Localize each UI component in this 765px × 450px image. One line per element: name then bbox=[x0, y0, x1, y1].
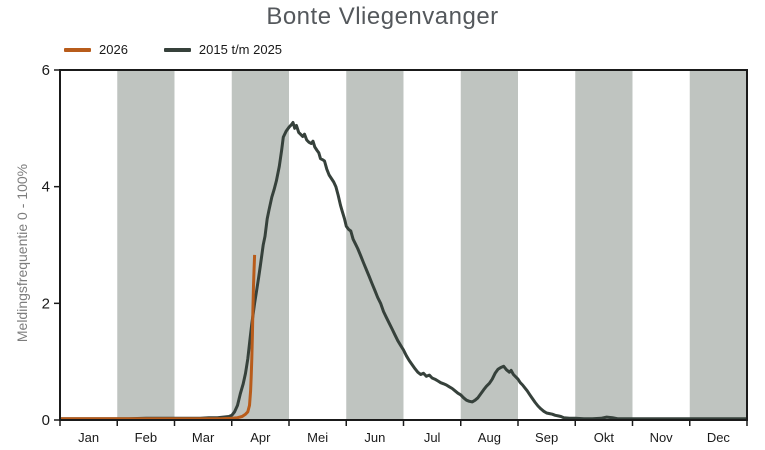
month-band-aug bbox=[460, 70, 518, 420]
y-axis-title: Meldingsfrequentie 0 - 100% bbox=[14, 163, 30, 343]
x-tick-label-aug: Aug bbox=[478, 430, 501, 445]
legend-label-historical: 2015 t/m 2025 bbox=[198, 42, 283, 57]
month-band-okt bbox=[575, 70, 633, 420]
legend-swatch-historical bbox=[163, 47, 191, 52]
x-tick-label-apr: Apr bbox=[250, 430, 271, 445]
chart-legend: 2026 2015 t/m 2025 bbox=[64, 42, 282, 57]
x-tick-label-feb: Feb bbox=[135, 430, 157, 445]
x-tick-label-jul: Jul bbox=[424, 430, 441, 445]
legend-label-2026: 2026 bbox=[99, 42, 128, 57]
month-band-feb bbox=[117, 70, 175, 420]
x-tick-label-sep: Sep bbox=[535, 430, 558, 445]
month-band-dec bbox=[689, 70, 747, 420]
x-tick-label-dec: Dec bbox=[707, 430, 731, 445]
chart-title: Bonte Vliegenvanger bbox=[266, 3, 499, 30]
x-tick-label-jun: Jun bbox=[364, 430, 385, 445]
x-tick-label-jan: Jan bbox=[78, 430, 99, 445]
series-line-2026 bbox=[60, 254, 257, 421]
legend-item-2026: 2026 bbox=[64, 42, 128, 57]
y-tick-label-6: 6 bbox=[42, 62, 50, 79]
y-tick-label-2: 2 bbox=[42, 295, 50, 312]
legend-swatch-2026 bbox=[64, 47, 91, 52]
series-line-2015-t-m-2025 bbox=[60, 121, 747, 421]
x-tick-label-okt: Okt bbox=[594, 430, 615, 445]
x-tick-label-nov: Nov bbox=[650, 430, 674, 445]
month-band-apr bbox=[231, 70, 289, 420]
y-tick-label-4: 4 bbox=[42, 179, 50, 196]
y-tick-label-0: 0 bbox=[42, 412, 50, 429]
x-tick-label-mar: Mar bbox=[192, 430, 215, 445]
x-tick-label-mei: Mei bbox=[307, 430, 328, 445]
legend-item-historical: 2015 t/m 2025 bbox=[163, 42, 283, 57]
